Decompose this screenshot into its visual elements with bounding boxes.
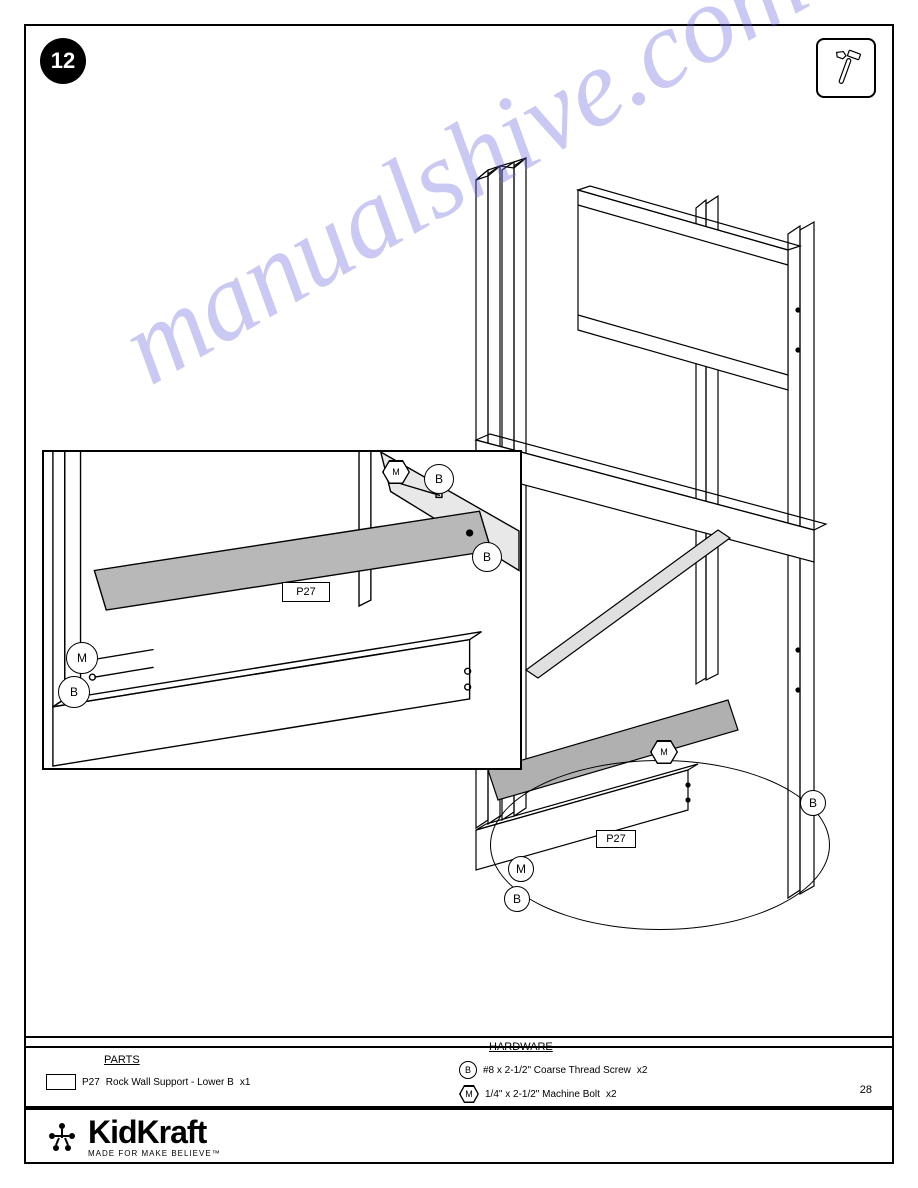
part-desc: Rock Wall Support - Lower B (106, 1077, 234, 1088)
hardware-hex-icon: M (459, 1085, 479, 1103)
hardware-qty: x2 (637, 1065, 648, 1076)
hardware-row-b: B #8 x 2-1/2" Coarse Thread Screw x2 (459, 1061, 872, 1079)
parts-header: PARTS (104, 1054, 459, 1066)
label-p27-main: P27 (596, 830, 636, 848)
hardware-qty: x2 (606, 1089, 617, 1100)
detail-inset: M B B P27 M B (42, 450, 522, 770)
label-b-detail-bot: B (58, 676, 90, 708)
label-m-main-top: M (650, 740, 678, 764)
label-b-detail-top: B (424, 464, 454, 494)
hardware-circle-icon: B (459, 1061, 477, 1079)
part-id: P27 (82, 1077, 100, 1088)
hardware-row-m: M 1/4" x 2-1/2" Machine Bolt x2 (459, 1085, 872, 1103)
page-number: 28 (860, 1084, 872, 1096)
logo-bar: KidKraft MADE FOR MAKE BELIEVE™ (24, 1108, 894, 1164)
label-m-main-bot: M (508, 856, 534, 882)
detail-callout-oval (490, 760, 830, 930)
label-m-detail-bot: M (66, 642, 98, 674)
part-rect-icon (46, 1074, 76, 1090)
hardware-header: HARDWARE (489, 1041, 872, 1053)
label-b-main-side: B (800, 790, 826, 816)
step-number: 12 (51, 48, 75, 74)
hardware-desc: #8 x 2-1/2" Coarse Thread Screw (483, 1065, 631, 1076)
label-b-main-bot: B (504, 886, 530, 912)
label-p27-detail: P27 (282, 582, 330, 602)
detail-diagram (44, 452, 520, 768)
label-m-detail-top: M (382, 460, 410, 484)
parts-bar: PARTS P27 Rock Wall Support - Lower B x1… (24, 1036, 894, 1108)
part-row-p27: P27 Rock Wall Support - Lower B x1 (46, 1074, 459, 1090)
tool-required-box (816, 38, 876, 98)
part-qty: x1 (240, 1077, 251, 1088)
logo-text-block: KidKraft MADE FOR MAKE BELIEVE™ (88, 1114, 221, 1158)
kidkraft-logo-icon (44, 1118, 80, 1154)
hardware-desc: 1/4" x 2-1/2" Machine Bolt (485, 1089, 600, 1100)
logo-name: KidKraft (88, 1114, 221, 1151)
label-b-detail-mid: B (472, 542, 502, 572)
logo-tagline: MADE FOR MAKE BELIEVE™ (88, 1149, 221, 1158)
hammer-icon (826, 48, 866, 88)
step-number-circle: 12 (40, 38, 86, 84)
